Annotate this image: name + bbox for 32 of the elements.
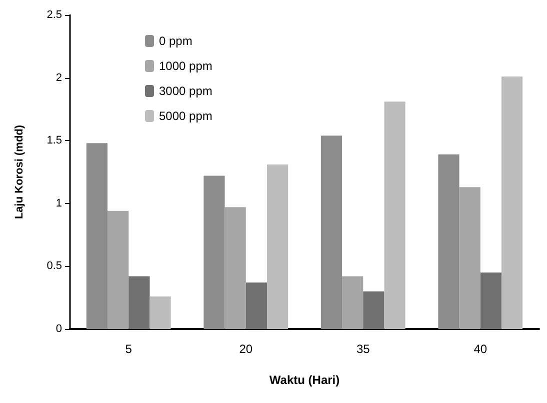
x-tick-label: 20 <box>239 342 253 356</box>
bar <box>459 187 480 329</box>
legend-label: 5000 ppm <box>159 109 212 123</box>
bar <box>266 164 288 329</box>
y-tick-label: 1 <box>56 197 62 210</box>
bar <box>108 210 129 329</box>
bar <box>150 296 171 329</box>
bar <box>204 176 225 329</box>
bar <box>384 102 406 329</box>
y-tick-label: 2.5 <box>46 9 62 21</box>
x-axis-title: Waktu (Hari) <box>269 373 340 387</box>
bar <box>438 154 460 329</box>
x-tick-label: 35 <box>356 342 370 356</box>
bar <box>501 76 523 329</box>
bar <box>320 136 342 329</box>
bar <box>86 143 108 329</box>
bar <box>128 276 150 329</box>
bar <box>363 291 384 329</box>
y-tick-label: 1.5 <box>46 134 62 147</box>
y-axis-title: Laju Korosi (mdd) <box>14 124 26 220</box>
bar <box>480 272 502 329</box>
y-tick-label: 0.5 <box>46 260 62 272</box>
legend-label: 1000 ppm <box>159 59 212 73</box>
legend-label: 0 ppm <box>159 34 192 48</box>
bar <box>224 207 246 329</box>
legend-label: 3000 ppm <box>159 84 212 98</box>
x-tick-label: 5 <box>125 342 132 356</box>
y-tick-label: 0 <box>56 323 62 335</box>
bar <box>342 276 364 329</box>
x-tick-label: 40 <box>474 342 488 356</box>
y-tick-label: 2 <box>56 72 62 84</box>
bar <box>246 282 267 329</box>
